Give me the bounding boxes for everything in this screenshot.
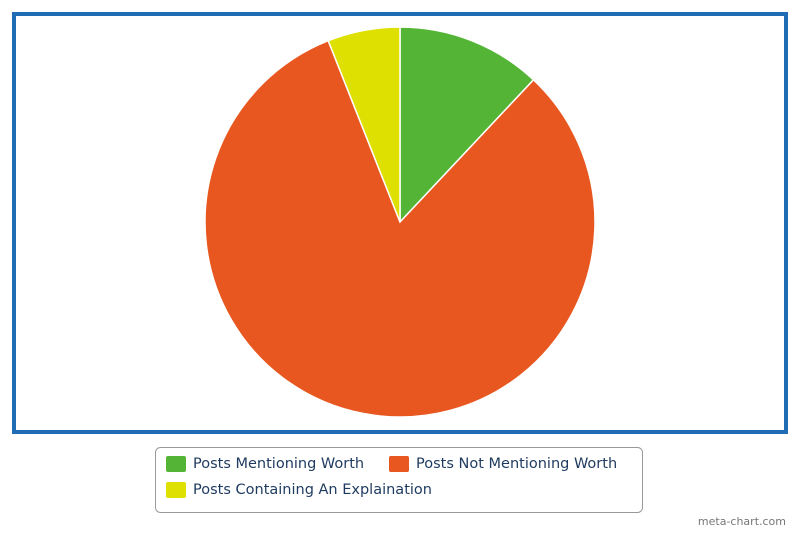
- legend-swatch: [166, 482, 186, 498]
- pie-slice: [399, 26, 535, 224]
- legend-label: Posts Not Mentioning Worth: [416, 456, 617, 472]
- legend-swatch: [389, 456, 409, 472]
- legend-box: [155, 447, 643, 513]
- pie-slice: [204, 39, 596, 418]
- legend-label: Posts Containing An Explaination: [193, 482, 432, 498]
- legend-label: Posts Mentioning Worth: [193, 456, 364, 472]
- watermark: meta-chart.com: [698, 515, 786, 528]
- pie-slice: [327, 26, 401, 223]
- legend-swatch: [166, 456, 186, 472]
